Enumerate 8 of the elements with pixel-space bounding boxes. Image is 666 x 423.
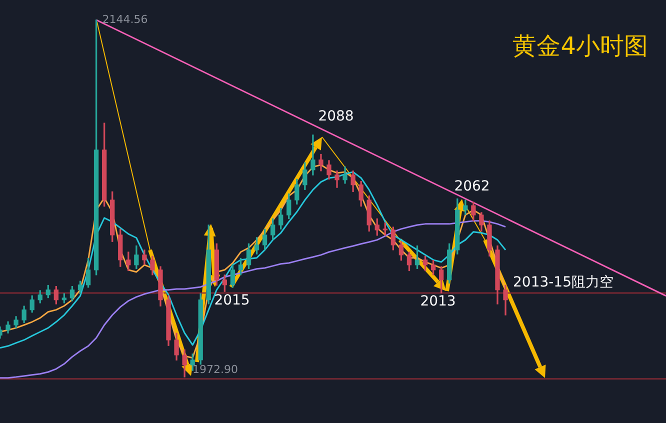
annotation: 2144.56: [102, 12, 148, 26]
annotation: 2015: [214, 292, 250, 309]
ref-line-label: 2013-15阻力空: [513, 274, 614, 291]
annotation: 1972.90: [192, 362, 238, 376]
annotation: 2013: [420, 294, 456, 310]
annotation: 2062: [454, 178, 490, 195]
text: 黄金4小时图: [512, 31, 648, 62]
annotation: 2088: [318, 108, 354, 125]
